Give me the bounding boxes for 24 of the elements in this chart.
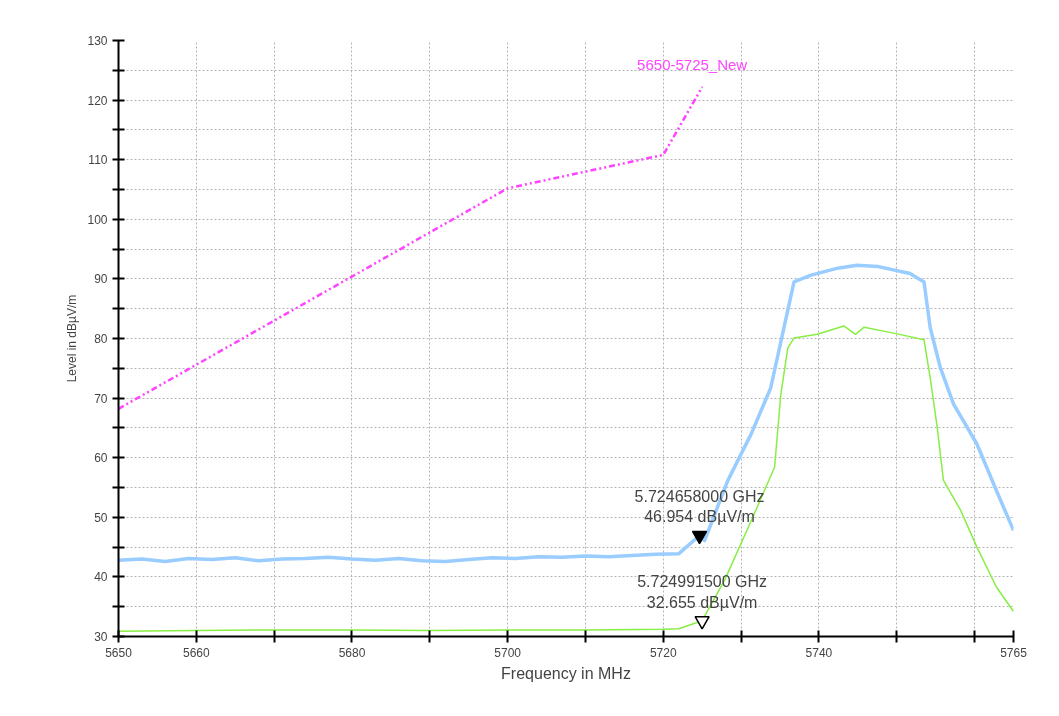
x-tick-label: 5720 (649, 645, 677, 660)
line-series (118, 85, 704, 411)
y-tick-label: 130 (87, 34, 108, 48)
y-tick-label: 110 (88, 153, 108, 168)
x-tick-label: 5700 (494, 645, 522, 660)
y-tick-label: 120 (87, 93, 108, 108)
y-tick-label: 40 (94, 570, 108, 585)
y-tick-label: 30 (94, 630, 108, 644)
line-series (118, 263, 1014, 564)
y-tick-label: 60 (94, 451, 108, 466)
line-series (118, 325, 1014, 632)
x-tick-label: 5650 (105, 645, 133, 660)
series-label: 5650-5725_New (637, 55, 748, 73)
x-tick-label: 5765 (1000, 645, 1028, 660)
y-tick-label: 80 (94, 332, 108, 346)
x-tick-label: 5740 (805, 645, 833, 660)
x-axis-title: Frequency in MHz (501, 664, 631, 682)
y-tick-label: 90 (94, 272, 108, 287)
y-axis-title: Level in dBµV/m (65, 294, 80, 383)
x-tick-label: 5680 (338, 645, 366, 660)
x-tick-label: 5660 (182, 645, 210, 660)
y-tick-label: 100 (87, 212, 108, 227)
y-tick-label: 50 (94, 510, 108, 525)
y-tick-label: 70 (94, 391, 108, 406)
